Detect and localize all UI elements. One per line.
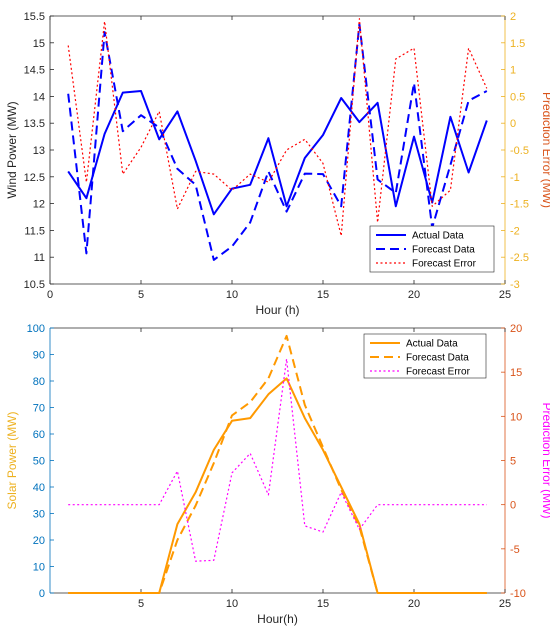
right-y-tick-label: 15 bbox=[510, 367, 522, 379]
legend-entry-label: Actual Data bbox=[412, 231, 464, 242]
x-axis-label: Hour (h) bbox=[255, 303, 299, 317]
x-tick-label: 10 bbox=[226, 598, 238, 610]
legend-entry-label: Forecast Data bbox=[412, 245, 475, 256]
left-y-tick-label: 0 bbox=[39, 588, 45, 600]
right-y-tick-label: 1.5 bbox=[510, 38, 525, 50]
actual-data-line bbox=[67, 90, 488, 216]
x-tick-label: 15 bbox=[317, 598, 329, 610]
left-y-tick-label: 14.5 bbox=[24, 65, 45, 77]
right-y-tick-label: -1 bbox=[510, 172, 520, 184]
right-y-tick-label: 1 bbox=[510, 65, 516, 77]
x-tick-label: 10 bbox=[226, 289, 238, 301]
x-tick-label: 5 bbox=[138, 598, 144, 610]
forecast-error-line bbox=[67, 18, 488, 237]
left-y-tick-label: 14 bbox=[33, 91, 45, 103]
left-y-axis-label: Wind Power (MW) bbox=[5, 101, 19, 198]
left-y-tick-label: 100 bbox=[27, 323, 45, 335]
x-tick-label: 15 bbox=[317, 289, 329, 301]
right-y-tick-label: 5 bbox=[510, 456, 516, 468]
left-y-tick-label: 60 bbox=[33, 429, 45, 441]
wind-power-chart: 0 5 10 15 20 2510.51111.51212.51313.51414.515… bbox=[5, 11, 550, 317]
solar-power-chart: 5 10 15 20 25 0 10 20 30 40 50 60 70 80 90 100 -10 -5 0 5 10… bbox=[5, 323, 550, 626]
right-y-tick-label: -1.5 bbox=[510, 199, 529, 211]
x-tick-label: 5 bbox=[138, 289, 144, 301]
left-y-axis-label: Solar Power (MW) bbox=[5, 411, 19, 509]
legend-entry-label: Forecast Data bbox=[406, 353, 469, 364]
left-y-tick-label: 40 bbox=[33, 482, 45, 494]
x-tick-label: 20 bbox=[408, 289, 420, 301]
legend-entry-label: Actual Data bbox=[406, 339, 458, 350]
left-y-tick-label: 13 bbox=[33, 145, 45, 157]
right-y-tick-label: -2 bbox=[510, 225, 520, 237]
right-y-tick-label: 0.5 bbox=[510, 91, 525, 103]
right-y-axis-label: Prediction Error (MW) bbox=[540, 402, 550, 518]
left-y-tick-label: 10.5 bbox=[24, 279, 45, 291]
x-tick-label: 25 bbox=[499, 289, 511, 301]
right-y-tick-label: 0 bbox=[510, 118, 516, 130]
legend-entry-label: Forecast Error bbox=[412, 259, 477, 270]
forecast-data-line bbox=[68, 334, 487, 594]
left-y-tick-label: 15 bbox=[33, 38, 45, 50]
left-y-tick-label: 20 bbox=[33, 535, 45, 547]
left-y-tick-label: 11.5 bbox=[24, 225, 45, 237]
left-y-tick-label: 12.5 bbox=[24, 172, 45, 184]
right-y-axis-label: Prediction Error (MW) bbox=[540, 92, 550, 208]
left-y-tick-label: 10 bbox=[33, 562, 45, 574]
left-y-tick-label: 80 bbox=[33, 376, 45, 388]
x-tick-label: 0 bbox=[47, 289, 53, 301]
left-y-tick-label: 70 bbox=[33, 403, 45, 415]
right-y-tick-label: -10 bbox=[510, 588, 526, 600]
left-y-tick-label: 11 bbox=[34, 252, 45, 264]
right-y-tick-label: 20 bbox=[510, 323, 522, 335]
x-axis-label: Hour(h) bbox=[257, 612, 298, 626]
right-y-tick-label: 0 bbox=[510, 500, 516, 512]
right-y-tick-label: -5 bbox=[510, 544, 520, 556]
legend-entry-label: Forecast Error bbox=[406, 367, 471, 378]
left-y-tick-label: 90 bbox=[33, 350, 45, 362]
left-y-tick-label: 12 bbox=[33, 199, 45, 211]
left-y-tick-label: 13.5 bbox=[24, 118, 45, 130]
left-y-tick-label: 30 bbox=[33, 509, 45, 521]
right-y-tick-label: 2 bbox=[510, 11, 516, 23]
right-y-tick-label: -2.5 bbox=[510, 252, 529, 264]
right-y-tick-label: -0.5 bbox=[510, 145, 529, 157]
left-y-tick-label: 50 bbox=[33, 456, 45, 468]
forecast-error-line bbox=[68, 358, 487, 562]
x-tick-label: 20 bbox=[408, 598, 420, 610]
left-y-tick-label: 15.5 bbox=[24, 11, 45, 23]
right-y-tick-label: -3 bbox=[510, 279, 520, 291]
actual-data-line bbox=[68, 377, 487, 594]
x-tick-label: 25 bbox=[499, 598, 511, 610]
right-y-tick-label: 10 bbox=[510, 411, 522, 423]
forecast-data-line bbox=[67, 23, 488, 261]
